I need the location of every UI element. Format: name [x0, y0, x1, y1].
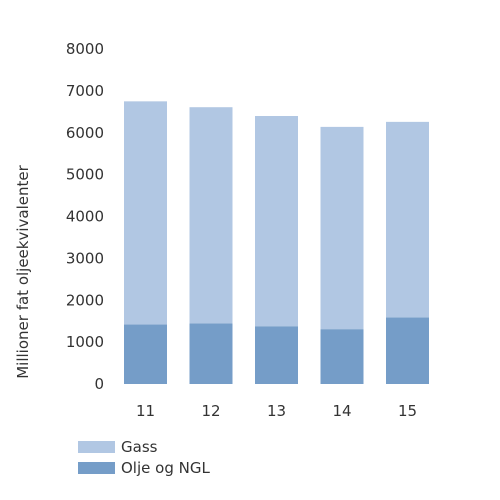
- bar-gass-12: [189, 107, 233, 324]
- x-axis-tick-labels: 11 12 13 14 15: [136, 402, 417, 420]
- x-tick-label: 14: [332, 402, 351, 420]
- bar-gass-13: [255, 116, 298, 327]
- legend-label-gass: Gass: [121, 438, 158, 456]
- bar-gass-11: [124, 101, 167, 325]
- y-axis-title: Millioner fat oljeekvivalenter: [14, 164, 32, 378]
- legend-label-olje-og-ngl: Olje og NGL: [121, 459, 210, 477]
- x-tick-label: 12: [201, 402, 220, 420]
- bar-series: [124, 101, 429, 384]
- y-tick-label: 2000: [66, 291, 104, 309]
- x-tick-label: 15: [398, 402, 417, 420]
- legend-swatch-olje-og-ngl: [78, 462, 115, 474]
- legend: Gass Olje og NGL: [78, 438, 210, 477]
- bar-olje-og-ngl-14: [320, 329, 364, 384]
- y-tick-label: 6000: [66, 124, 104, 142]
- y-axis-tick-labels: 0 1000 2000 3000 4000 5000 6000 7000 8000: [66, 40, 104, 393]
- y-tick-label: 4000: [66, 208, 104, 226]
- bar-olje-og-ngl-12: [189, 323, 233, 384]
- y-tick-label: 1000: [66, 333, 104, 351]
- y-tick-label: 5000: [66, 166, 104, 184]
- x-tick-label: 11: [136, 402, 155, 420]
- y-tick-label: 8000: [66, 40, 104, 58]
- x-tick-label: 13: [267, 402, 286, 420]
- bar-olje-og-ngl-15: [386, 317, 429, 384]
- legend-swatch-gass: [78, 441, 115, 453]
- bar-olje-og-ngl-11: [124, 324, 167, 384]
- bar-gass-14: [320, 126, 364, 330]
- y-tick-label: 7000: [66, 82, 104, 100]
- y-tick-label: 0: [94, 375, 104, 393]
- y-tick-label: 3000: [66, 249, 104, 267]
- bar-gass-15: [386, 121, 429, 318]
- bar-olje-og-ngl-13: [255, 326, 298, 384]
